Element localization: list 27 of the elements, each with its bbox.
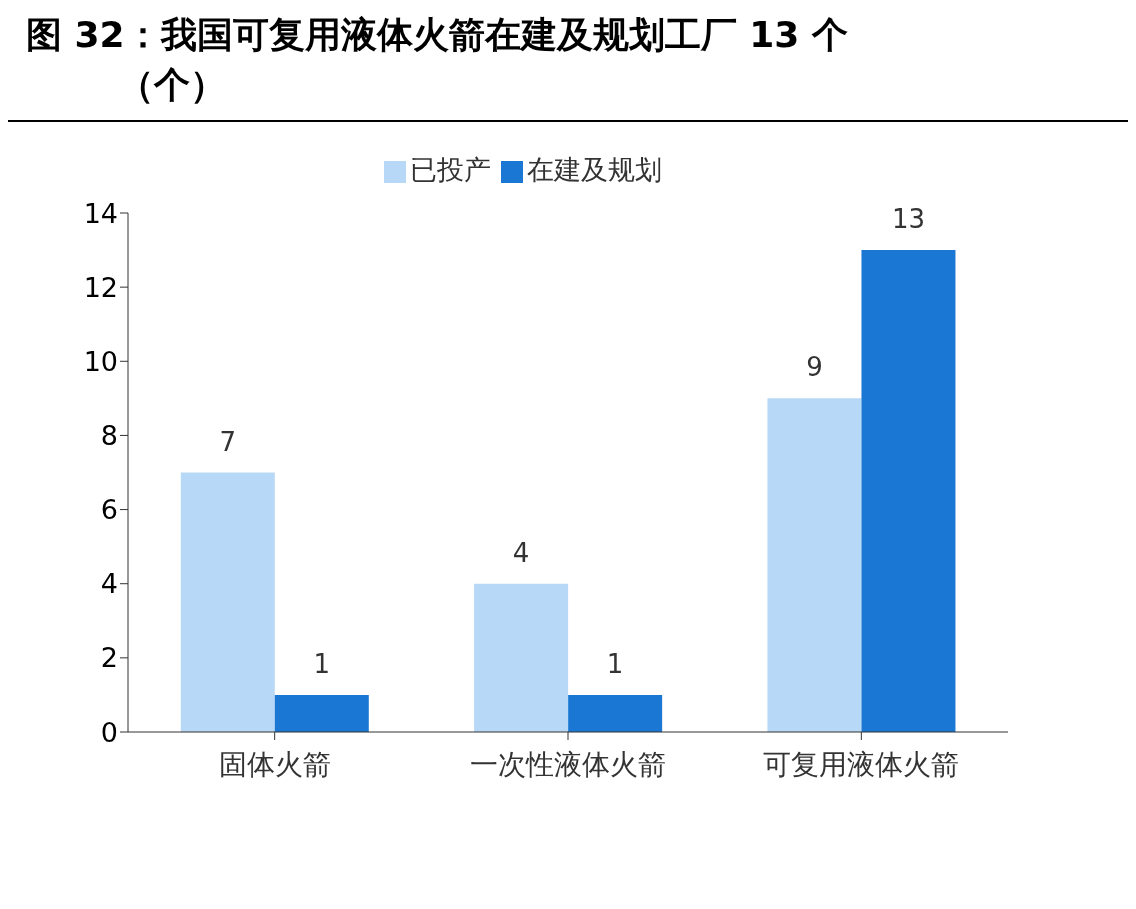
- y-tick-label: 14: [83, 197, 118, 229]
- y-tick-label: 10: [83, 345, 118, 377]
- data-label: 7: [219, 426, 237, 457]
- y-tick-label: 2: [100, 642, 118, 674]
- data-label: 1: [313, 648, 331, 679]
- legend-label: 在建及规划: [527, 154, 662, 185]
- data-label: 1: [606, 648, 624, 679]
- x-tick-label: 固体火箭: [218, 747, 331, 781]
- bar: [767, 398, 862, 732]
- bar: [180, 472, 275, 732]
- chart-title: 图 32：我国可复用液体火箭在建及规划工厂 13 个: [25, 13, 849, 57]
- bar: [861, 250, 956, 732]
- data-label: 4: [512, 537, 530, 568]
- y-tick-label: 0: [100, 716, 118, 748]
- x-tick-label: 可复用液体火箭: [763, 747, 960, 781]
- y-tick-label: 12: [83, 271, 118, 303]
- bar: [474, 583, 569, 732]
- bar: [274, 694, 369, 732]
- legend-label: 已投产: [410, 154, 491, 185]
- data-label: 13: [891, 204, 926, 235]
- y-tick-label: 4: [100, 568, 118, 600]
- x-tick-label: 一次性液体火箭: [470, 747, 666, 781]
- y-tick-label: 6: [100, 494, 118, 526]
- bar: [568, 694, 663, 732]
- data-label: 9: [806, 352, 823, 383]
- y-tick-label: 8: [100, 420, 118, 452]
- chart-subtitle: （个）: [117, 63, 227, 107]
